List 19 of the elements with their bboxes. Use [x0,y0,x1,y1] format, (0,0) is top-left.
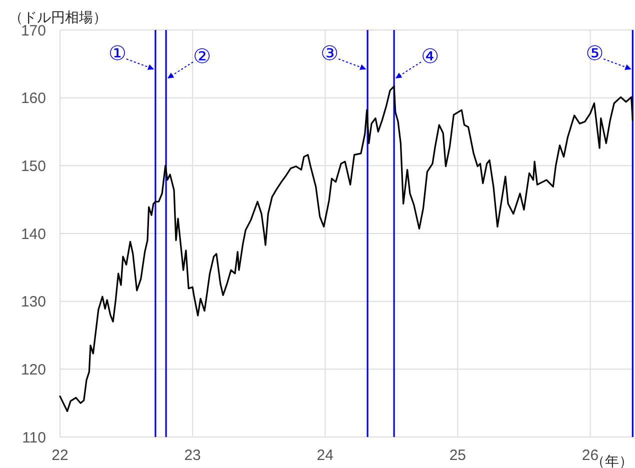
ref-line-label: ① [108,43,126,65]
line-series [59,86,634,412]
x-tick-label: 24 [316,447,334,464]
x-tick-label: 22 [52,447,68,464]
ref-line-label: ② [193,46,212,68]
y-tick-label: 120 [20,361,46,378]
y-tick-label: 160 [20,90,46,108]
ref-line-label: ③ [320,43,339,65]
ref-line-label: ④ [421,46,440,68]
y-tick-label: 150 [20,158,46,175]
x-tick-label: 26 [582,447,599,464]
x-tick-label: 23 [184,447,201,464]
y-axis-title: （ドル円相場） [9,9,107,25]
y-tick-label: 170 [20,22,46,40]
y-tick-label: 140 [20,226,46,243]
ref-line-label: ⑤ [586,43,604,65]
y-tick-label: 110 [22,429,46,446]
x-tick-label: 25 [449,447,466,464]
y-tick-label: 130 [20,294,46,311]
